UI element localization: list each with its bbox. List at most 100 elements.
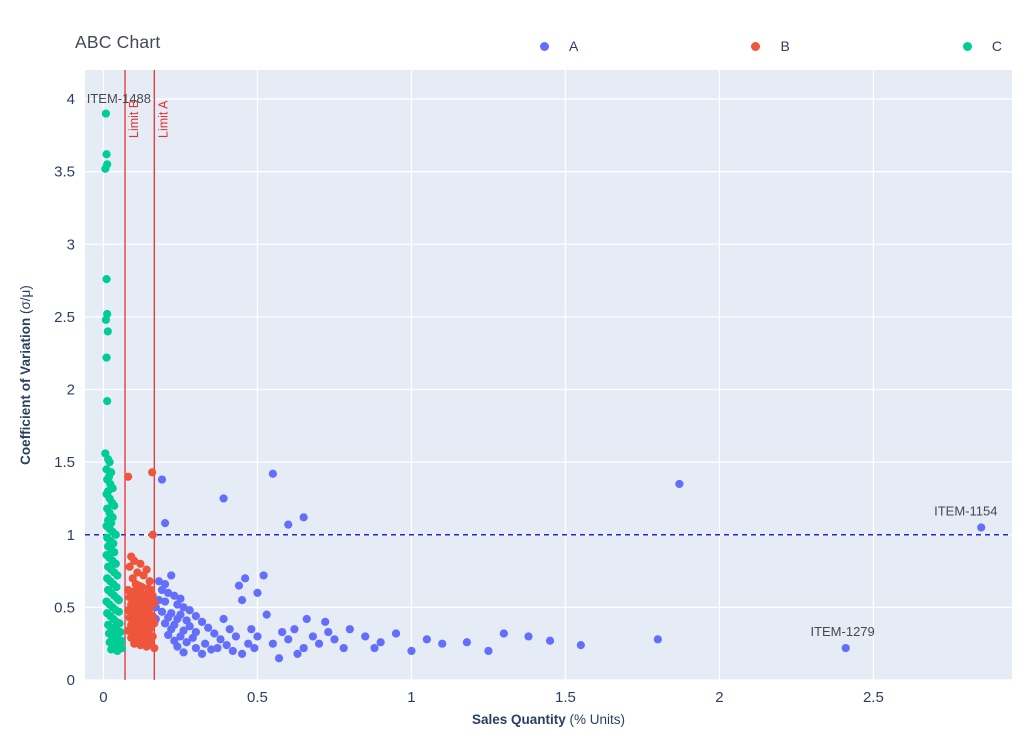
data-point — [131, 614, 140, 624]
data-point — [841, 643, 850, 653]
data-point — [244, 639, 253, 648]
data-point — [144, 597, 153, 606]
data-point — [278, 627, 287, 637]
data-point — [308, 632, 318, 641]
data-point — [213, 643, 222, 653]
data-point — [438, 639, 447, 648]
data-point — [157, 585, 167, 595]
data-point — [176, 632, 185, 641]
data-point — [247, 625, 256, 634]
legend-label: B — [780, 38, 790, 54]
y-tick-label: 3.5 — [54, 164, 75, 181]
data-point — [164, 630, 173, 640]
data-point — [102, 275, 111, 284]
data-point — [148, 591, 157, 600]
data-point — [139, 571, 148, 580]
data-point — [102, 353, 111, 362]
data-point — [345, 625, 354, 634]
data-point — [102, 150, 111, 159]
data-point — [197, 617, 207, 627]
series-B — [124, 468, 159, 653]
data-point — [112, 582, 121, 592]
data-point — [125, 593, 134, 602]
data-point — [111, 530, 120, 539]
data-point — [173, 600, 182, 609]
y-tick-label: 4 — [67, 91, 75, 108]
data-point — [222, 641, 231, 650]
data-point — [133, 568, 142, 577]
data-point — [160, 519, 170, 528]
y-tick-label: 1 — [67, 527, 75, 544]
data-point — [148, 468, 157, 477]
data-point — [137, 596, 147, 605]
data-point — [154, 577, 164, 586]
data-point — [219, 614, 228, 624]
data-point — [299, 643, 308, 653]
legend-dot-B — [751, 41, 761, 51]
legend-item-A[interactable]: A — [540, 38, 578, 54]
data-point — [422, 635, 431, 644]
data-point — [114, 607, 123, 616]
data-point — [131, 594, 140, 603]
data-point — [321, 617, 330, 627]
legend: A B C — [540, 38, 1002, 54]
data-point — [160, 619, 170, 628]
data-point — [237, 596, 247, 605]
data-point — [103, 397, 112, 406]
data-point — [136, 609, 145, 618]
data-point — [191, 643, 200, 653]
data-point — [262, 610, 271, 619]
tick-labels: 0 0.5 1 1.5 2 2.5 0 0.5 1 1.5 2 2.5 3 3.5 4 — [54, 91, 884, 706]
data-point — [299, 513, 308, 522]
data-point — [259, 571, 268, 580]
data-point — [370, 643, 379, 653]
data-point — [148, 530, 157, 539]
data-point — [330, 635, 339, 644]
data-point — [130, 639, 139, 648]
data-point — [182, 616, 191, 625]
data-point — [164, 588, 173, 597]
data-point — [188, 633, 197, 642]
series-C — [101, 109, 127, 656]
x-tick-label: 2.5 — [863, 689, 884, 706]
data-point — [137, 616, 147, 625]
x-tick-label: 2 — [715, 689, 723, 706]
data-point — [253, 632, 262, 641]
point-annotation: ITEM-1488 — [87, 91, 151, 106]
point-annotation: ITEM-1279 — [810, 624, 874, 639]
data-point — [107, 645, 116, 654]
x-tick-label: 1 — [407, 689, 415, 706]
data-point — [170, 636, 179, 645]
data-point — [314, 639, 324, 648]
data-point — [136, 641, 145, 650]
legend-dot-A — [540, 41, 549, 51]
data-point — [462, 638, 471, 647]
series-A — [151, 469, 986, 663]
data-point — [110, 548, 119, 557]
data-point — [136, 559, 145, 568]
data-point — [290, 625, 299, 634]
data-point — [376, 638, 385, 647]
data-point — [391, 629, 401, 638]
data-point — [142, 610, 151, 619]
data-point — [977, 523, 986, 532]
data-point — [237, 649, 247, 658]
y-tick-label: 2 — [67, 382, 75, 399]
legend-item-B[interactable]: B — [751, 38, 790, 54]
data-point — [124, 472, 133, 481]
data-point — [157, 475, 167, 484]
data-point — [268, 639, 277, 648]
data-point — [274, 654, 284, 663]
data-point — [197, 649, 207, 658]
data-point — [103, 327, 112, 336]
legend-item-C[interactable]: C — [962, 38, 1002, 54]
data-point — [219, 494, 228, 503]
data-point — [182, 638, 191, 647]
data-point — [110, 501, 119, 510]
data-point — [150, 619, 159, 628]
y-tick-label: 3 — [67, 236, 75, 253]
data-point — [101, 164, 110, 173]
data-point — [675, 479, 684, 489]
